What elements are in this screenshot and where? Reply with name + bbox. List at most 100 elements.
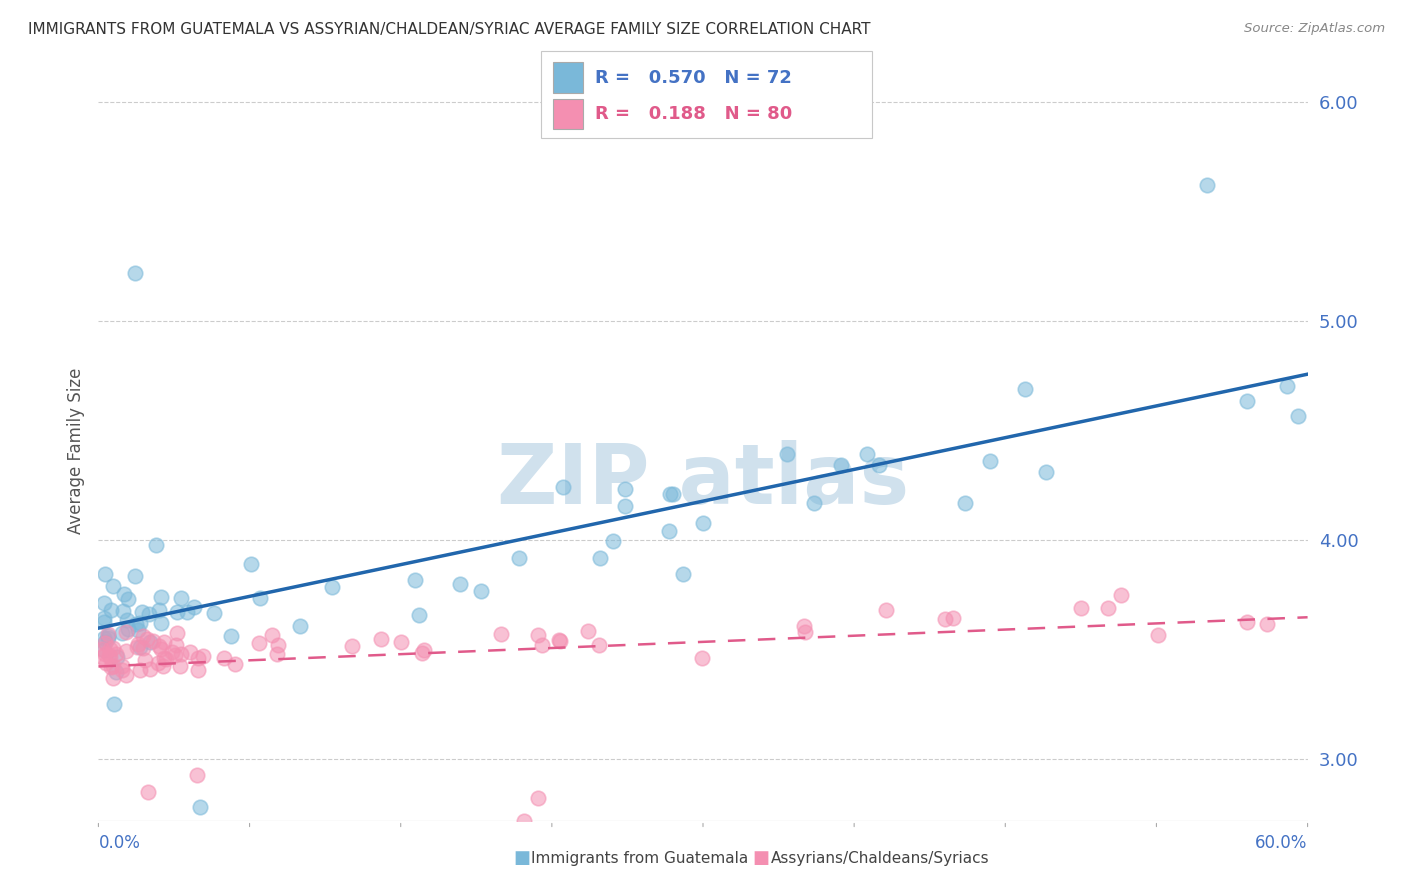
Point — [658, 524, 681, 538]
Point — [1256, 616, 1278, 631]
Point — [149, 642, 172, 657]
Point — [125, 640, 148, 654]
Point — [101, 641, 124, 656]
Point — [661, 487, 683, 501]
Point — [129, 640, 152, 654]
Text: Source: ZipAtlas.com: Source: ZipAtlas.com — [1244, 22, 1385, 36]
Point — [127, 624, 149, 638]
Point — [139, 661, 162, 675]
Point — [1286, 409, 1309, 423]
Point — [247, 635, 270, 649]
Point — [94, 648, 117, 662]
Point — [212, 651, 235, 665]
Point — [129, 663, 152, 677]
Point — [513, 814, 536, 828]
Point — [187, 663, 209, 677]
Point — [132, 641, 155, 656]
Point — [129, 615, 152, 630]
Point — [934, 612, 956, 626]
Point — [614, 482, 637, 496]
Point — [97, 627, 120, 641]
Point — [142, 634, 165, 648]
Point — [793, 619, 815, 633]
Point — [148, 639, 170, 653]
Point — [187, 651, 209, 665]
Point — [139, 634, 162, 648]
Point — [101, 659, 124, 673]
Point — [103, 671, 125, 685]
Point — [576, 624, 599, 639]
Point — [107, 649, 129, 664]
Text: R =   0.570   N = 72: R = 0.570 N = 72 — [595, 69, 792, 87]
Point — [953, 495, 976, 509]
Point — [183, 600, 205, 615]
Point — [170, 647, 193, 661]
Point — [389, 635, 412, 649]
Point — [1014, 382, 1036, 396]
Point — [94, 636, 117, 650]
Point — [100, 659, 122, 673]
Point — [91, 650, 114, 665]
Point — [125, 616, 148, 631]
Point — [1070, 600, 1092, 615]
Point — [169, 659, 191, 673]
Point — [553, 480, 575, 494]
Text: Immigrants from Guatemala: Immigrants from Guatemala — [531, 851, 749, 865]
Point — [100, 649, 122, 664]
Point — [115, 613, 138, 627]
Point — [124, 569, 146, 583]
Point — [1236, 615, 1258, 630]
Point — [117, 592, 139, 607]
Point — [97, 629, 120, 643]
Point — [1277, 378, 1299, 392]
Point — [1236, 394, 1258, 409]
Point — [548, 633, 571, 648]
Point — [672, 567, 695, 582]
Point — [93, 611, 115, 625]
Point — [219, 629, 242, 643]
Point — [856, 447, 879, 461]
Point — [527, 791, 550, 805]
Text: ■: ■ — [513, 849, 530, 867]
Point — [548, 632, 571, 647]
Point — [191, 649, 214, 664]
Point — [110, 626, 132, 640]
Point — [131, 605, 153, 619]
Point — [1035, 466, 1057, 480]
Point — [868, 458, 890, 472]
Point — [115, 624, 138, 639]
Text: R =   0.188   N = 80: R = 0.188 N = 80 — [595, 105, 792, 123]
Text: Assyrians/Chaldeans/Syriacs: Assyrians/Chaldeans/Syriacs — [770, 851, 988, 865]
Point — [508, 551, 530, 566]
Point — [153, 651, 176, 665]
Point — [979, 454, 1001, 468]
Point — [830, 458, 852, 472]
Point — [1147, 628, 1170, 642]
Point — [875, 603, 897, 617]
Point — [224, 657, 246, 671]
Point — [449, 576, 471, 591]
Point — [149, 616, 172, 631]
Point — [115, 668, 138, 682]
Point — [776, 447, 799, 461]
Text: 60.0%: 60.0% — [1256, 834, 1308, 852]
Point — [114, 644, 136, 658]
Point — [105, 665, 128, 680]
Point — [100, 603, 122, 617]
Point — [98, 648, 121, 663]
Point — [134, 653, 156, 667]
Point — [1195, 178, 1218, 193]
Point — [145, 538, 167, 552]
Point — [267, 638, 290, 652]
Point — [93, 643, 115, 657]
Point — [101, 578, 124, 592]
Point — [613, 499, 636, 513]
Point — [266, 648, 288, 662]
Point — [94, 635, 117, 649]
Point — [288, 619, 311, 633]
Point — [408, 608, 430, 623]
Text: ZIP atlas: ZIP atlas — [496, 440, 910, 521]
Point — [527, 628, 550, 642]
Point — [186, 767, 208, 781]
Point — [690, 650, 713, 665]
